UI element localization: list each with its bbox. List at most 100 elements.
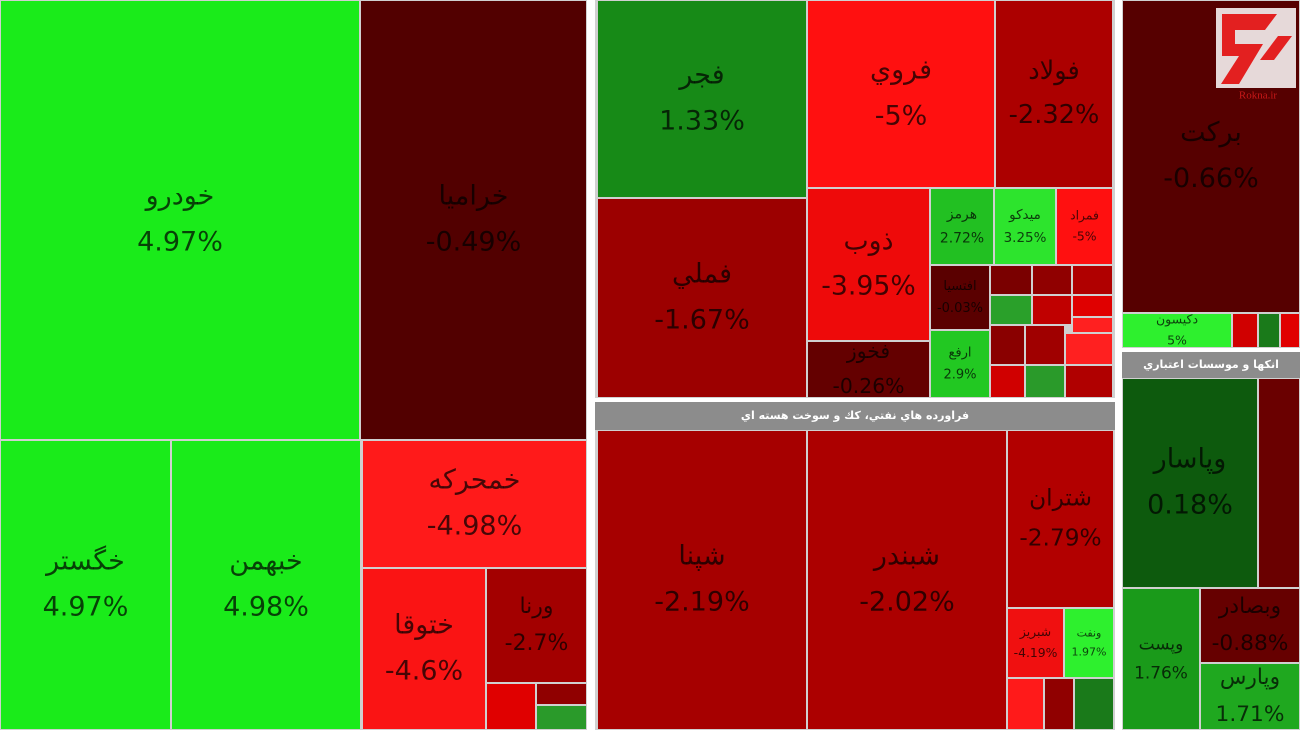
small-tile (991, 266, 1031, 294)
tile (1008, 609, 1063, 677)
tile-name: ميدکو (1008, 207, 1041, 223)
section-header-bg (1122, 352, 1300, 378)
separator (1122, 348, 1300, 352)
tile-name: خبهمن (229, 546, 302, 577)
tile (931, 189, 993, 264)
tile-name: وپست (1139, 634, 1184, 655)
tile (1, 441, 170, 729)
tile-name: وپارس (1220, 665, 1280, 690)
tile-name: وبصادر (1218, 594, 1281, 619)
tile-name: ذوب (844, 225, 894, 256)
small-tile (1259, 379, 1299, 587)
tile-name: شتران (1029, 485, 1092, 512)
tile (1065, 609, 1113, 677)
tile-value-label: -4.6% (385, 655, 463, 686)
tile-name: ختوقا (394, 610, 454, 641)
tile-value-label: -5% (1072, 229, 1096, 244)
tile (598, 199, 806, 397)
tile-name: ورنا (520, 594, 554, 619)
tile (931, 331, 989, 397)
tile (931, 266, 989, 329)
tile (598, 1, 806, 197)
tile-value-label: 2.9% (943, 368, 976, 383)
tile (808, 189, 929, 340)
small-tile (537, 684, 586, 704)
tile-value-label: -2.7% (505, 631, 569, 656)
small-tile (991, 326, 1024, 364)
tile-value-label: -0.88% (1212, 631, 1289, 656)
tile (995, 189, 1055, 264)
tile-value-label: 1.97% (1072, 645, 1107, 658)
overlay: Rokna.ir (1216, 8, 1296, 102)
tile-name: فخوز (846, 339, 890, 363)
tile-name: فولاد (1028, 56, 1080, 86)
tile-value-label: 1.76% (1134, 662, 1188, 682)
tile-name: فروي (870, 55, 932, 86)
tile-name: ونفت (1077, 627, 1102, 640)
tile-value-label: -0.26% (833, 374, 905, 398)
small-tile (1033, 296, 1071, 324)
tile-value-label: -1.67% (654, 304, 750, 335)
section-header: فراورده هاي نفتي، كك و سوخت هسته اي (741, 409, 969, 422)
small-tile (991, 366, 1024, 397)
logo (1221, 14, 1277, 84)
tile (1123, 314, 1231, 347)
section-header-bg (595, 402, 1115, 430)
small-tile (1073, 296, 1112, 316)
tile (363, 569, 485, 729)
tile-name: فجر (677, 60, 724, 91)
tile-value-label: -2.02% (859, 586, 955, 617)
small-tile (487, 684, 535, 729)
small-tile (1026, 326, 1064, 364)
tile-value-label: -2.19% (654, 586, 750, 617)
tile-value-label: -4.19% (1014, 645, 1058, 660)
tile-value-label: 4.97% (43, 591, 129, 622)
tile-value-label: -3.95% (821, 271, 916, 302)
tile-name: فملي (672, 259, 732, 290)
tile-name: افتسيا (943, 279, 976, 294)
tile-name: شپنا (678, 541, 725, 572)
section-header: انكها و موسسات اعتباري (1143, 358, 1279, 371)
tile (361, 1, 586, 439)
tile-name: ارفع (948, 345, 971, 360)
tile-value-label: 4.97% (137, 226, 223, 257)
tile-value-label: 2.72% (940, 230, 984, 246)
tile (1008, 431, 1113, 607)
tile-value-label: -2.79% (1019, 524, 1101, 551)
small-tile (1066, 366, 1112, 397)
separator (587, 0, 595, 730)
tile (808, 431, 1006, 729)
tile-name: خمحرکه (429, 465, 521, 496)
tile-name: فمراد (1070, 207, 1099, 223)
tile-name: برکت (1180, 117, 1242, 148)
small-tile (991, 296, 1031, 324)
tile-name: شبريز (1019, 624, 1051, 640)
separator (1115, 0, 1122, 730)
tile (1201, 589, 1299, 662)
small-tile (1233, 314, 1257, 347)
tile (363, 441, 586, 567)
tile-value-label: 3.25% (1004, 230, 1047, 246)
tile-name: دکيسون (1156, 311, 1198, 327)
small-tile (1008, 679, 1043, 729)
tile (172, 441, 360, 729)
small-tile (1073, 318, 1112, 332)
small-tile (537, 706, 586, 729)
small-tile (1026, 366, 1064, 397)
small-tile (1066, 334, 1112, 364)
small-tile (1045, 679, 1073, 729)
separator (595, 398, 1115, 402)
tile (598, 431, 806, 729)
tile (1, 1, 359, 439)
tile-name: خودرو (144, 181, 215, 212)
watermark: Rokna.ir (1239, 90, 1278, 102)
tile-value-label: -5% (875, 100, 928, 131)
tile-value-label: 5% (1167, 333, 1187, 348)
tile-name: شبندر (872, 541, 940, 572)
tile (996, 1, 1112, 187)
tile (808, 342, 929, 397)
small-tile (1033, 266, 1071, 294)
tile-value-label: 0.18% (1147, 489, 1233, 520)
